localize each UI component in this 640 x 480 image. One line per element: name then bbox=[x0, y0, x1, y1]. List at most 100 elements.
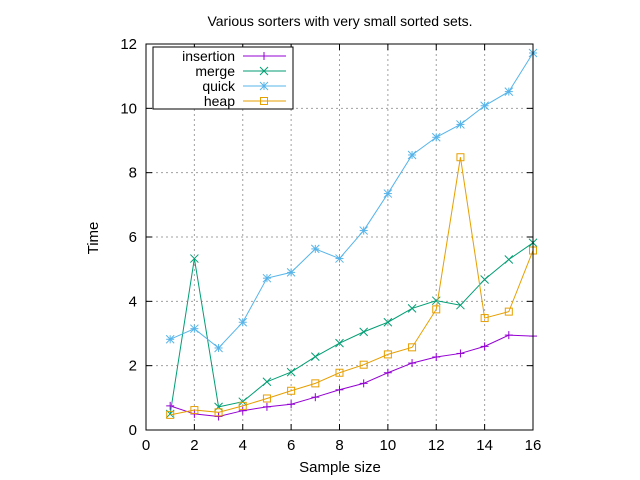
y-axis-title: Time bbox=[85, 222, 102, 255]
x-tick-label: 8 bbox=[335, 437, 343, 454]
y-tick-label: 6 bbox=[129, 229, 137, 246]
legend-marker bbox=[259, 66, 269, 76]
data-point-merge bbox=[431, 296, 441, 306]
x-tick-label: 4 bbox=[239, 437, 247, 454]
data-point-heap bbox=[166, 410, 175, 419]
data-point-heap bbox=[311, 379, 320, 388]
legend-item-heap: heap bbox=[204, 93, 286, 109]
legend-marker bbox=[259, 81, 269, 91]
data-point-merge bbox=[504, 255, 514, 264]
data-point-merge bbox=[407, 304, 417, 313]
data-point-merge bbox=[480, 275, 489, 284]
data-point-merge bbox=[286, 367, 296, 377]
data-point-heap bbox=[480, 314, 489, 323]
chart-title: Various sorters with very small sorted s… bbox=[207, 13, 472, 29]
x-tick-label: 6 bbox=[287, 437, 295, 454]
data-point-quick bbox=[165, 334, 175, 344]
data-point-quick bbox=[214, 343, 223, 353]
data-point-heap bbox=[238, 401, 247, 410]
series-line-heap bbox=[170, 157, 534, 416]
data-point-quick bbox=[190, 324, 199, 334]
data-point-insertion bbox=[480, 342, 489, 351]
data-point-merge bbox=[238, 397, 248, 407]
legend-label: quick bbox=[202, 78, 236, 94]
legend-label: heap bbox=[204, 93, 235, 109]
data-point-quick bbox=[286, 268, 296, 277]
x-tick-label: 0 bbox=[142, 437, 150, 454]
data-point-insertion bbox=[432, 352, 441, 361]
data-point-insertion bbox=[262, 402, 271, 411]
legend-label: insertion bbox=[182, 48, 235, 64]
x-tick-label: 12 bbox=[428, 437, 445, 454]
data-point-quick bbox=[262, 273, 272, 283]
legend-marker bbox=[260, 52, 268, 60]
legend-item-merge: merge bbox=[195, 63, 286, 79]
data-point-insertion bbox=[408, 359, 417, 368]
y-tick-label: 4 bbox=[129, 293, 137, 310]
y-tick-label: 2 bbox=[129, 358, 137, 375]
data-point-merge bbox=[214, 402, 223, 412]
data-point-heap bbox=[504, 307, 513, 316]
series-line-quick bbox=[169, 52, 534, 349]
data-point-merge bbox=[190, 254, 199, 263]
series-quick bbox=[165, 48, 538, 353]
data-point-insertion bbox=[287, 400, 296, 409]
data-point-quick bbox=[407, 150, 417, 160]
axes: 0 2 4 6 8 10 12 14 16 0 2 4 6 8 10 12 bbox=[120, 36, 541, 454]
data-point-merge bbox=[359, 327, 369, 337]
series-merge bbox=[165, 238, 538, 419]
data-point-heap bbox=[262, 394, 271, 403]
data-point-merge bbox=[383, 317, 393, 327]
data-point-merge bbox=[310, 352, 320, 362]
data-point-merge bbox=[335, 338, 344, 348]
data-point-heap bbox=[432, 305, 441, 314]
series-insertion bbox=[166, 331, 537, 421]
data-point-quick bbox=[310, 244, 320, 254]
legend-item-insertion: insertion bbox=[182, 48, 286, 64]
data-point-heap bbox=[335, 368, 344, 377]
data-point-heap bbox=[383, 350, 392, 359]
data-point-heap bbox=[190, 406, 199, 415]
data-point-quick bbox=[456, 120, 465, 129]
legend-box bbox=[152, 46, 294, 110]
y-tick-label: 12 bbox=[120, 36, 137, 53]
data-point-insertion bbox=[311, 393, 320, 402]
data-point-insertion bbox=[359, 379, 368, 388]
x-axis-title: Sample size bbox=[299, 459, 381, 476]
data-point-quick bbox=[480, 101, 489, 111]
data-point-quick bbox=[335, 254, 344, 263]
x-tick-label: 10 bbox=[380, 437, 397, 454]
y-tick-label: 10 bbox=[120, 100, 137, 117]
data-point-insertion bbox=[238, 406, 247, 415]
series-layer bbox=[165, 48, 538, 421]
data-point-quick bbox=[238, 317, 248, 327]
data-point-insertion bbox=[383, 368, 392, 377]
x-tick-label: 14 bbox=[476, 437, 493, 454]
y-tick-label: 8 bbox=[129, 165, 137, 182]
data-point-heap bbox=[214, 408, 223, 417]
data-point-heap bbox=[359, 360, 368, 369]
data-point-insertion bbox=[214, 412, 223, 421]
y-tick-label: 0 bbox=[129, 422, 137, 439]
x-tick-label: 2 bbox=[190, 437, 198, 454]
data-point-heap bbox=[408, 343, 417, 352]
grid bbox=[146, 44, 533, 430]
data-point-merge bbox=[456, 300, 465, 310]
data-point-quick bbox=[383, 189, 393, 198]
data-point-insertion bbox=[456, 349, 465, 358]
data-point-quick bbox=[504, 87, 514, 96]
series-line-merge bbox=[169, 242, 534, 414]
legend-marker bbox=[260, 97, 268, 105]
data-point-heap bbox=[456, 153, 465, 162]
series-heap bbox=[166, 153, 537, 419]
data-point-insertion bbox=[335, 385, 344, 394]
data-point-quick bbox=[431, 132, 441, 142]
data-point-heap bbox=[287, 386, 296, 395]
legend-item-quick: quick bbox=[202, 78, 286, 94]
data-point-insertion bbox=[166, 401, 175, 410]
data-point-merge bbox=[262, 377, 272, 387]
legend-label: merge bbox=[195, 63, 235, 79]
x-tick-label: 16 bbox=[525, 437, 542, 454]
